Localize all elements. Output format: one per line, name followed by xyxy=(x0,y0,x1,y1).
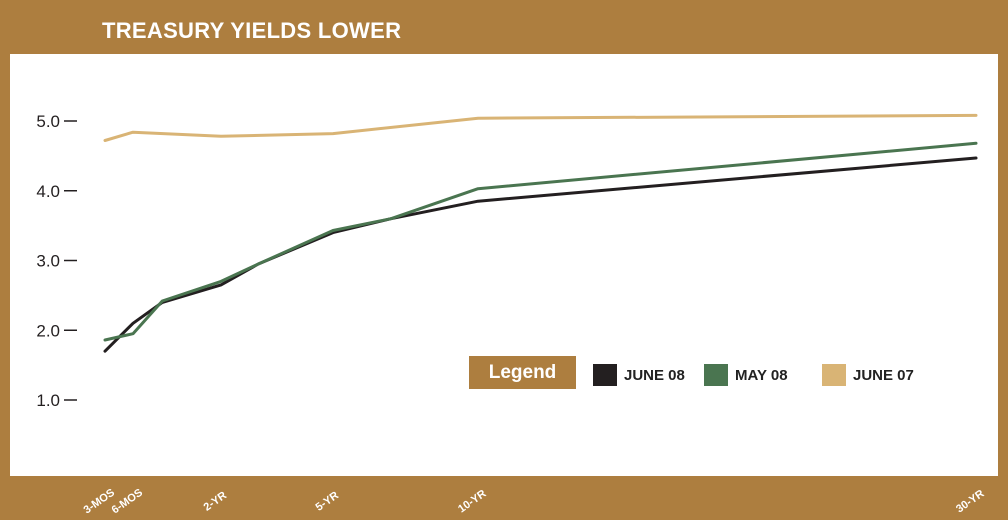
y-tick-label: 5.0 xyxy=(36,112,60,131)
x-tick-label: 10-YR xyxy=(456,488,488,516)
legend-swatch xyxy=(822,364,846,386)
legend-label: JUNE 08 xyxy=(624,367,685,384)
x-tick-label: 3-MOS xyxy=(82,487,117,517)
y-tick-label: 1.0 xyxy=(36,391,60,410)
y-tick-label: 3.0 xyxy=(36,252,60,271)
series-line-june-08 xyxy=(103,156,978,353)
y-tick-label: 2.0 xyxy=(36,321,60,340)
plot-area xyxy=(10,54,998,476)
legend-title: Legend xyxy=(469,356,576,389)
x-tick-label: 5-YR xyxy=(314,489,341,513)
legend-label: MAY 08 xyxy=(735,367,788,384)
y-axis: 1.0 2.0 3.0 4.0 5.0 xyxy=(36,112,77,410)
x-tick-label: 2-YR xyxy=(202,489,229,513)
legend-swatch xyxy=(704,364,728,386)
series-line-may-08 xyxy=(103,141,978,342)
series-lines xyxy=(103,113,978,353)
legend-swatch xyxy=(593,364,617,386)
x-tick-label: 6-MOS xyxy=(110,487,145,517)
x-tick-label: 30-YR xyxy=(954,488,986,516)
series-line-june-07 xyxy=(103,113,978,142)
y-tick-label: 4.0 xyxy=(36,182,60,201)
legend-label: JUNE 07 xyxy=(853,367,914,384)
chart-title: TREASURY YIELDS LOWER xyxy=(102,18,402,43)
